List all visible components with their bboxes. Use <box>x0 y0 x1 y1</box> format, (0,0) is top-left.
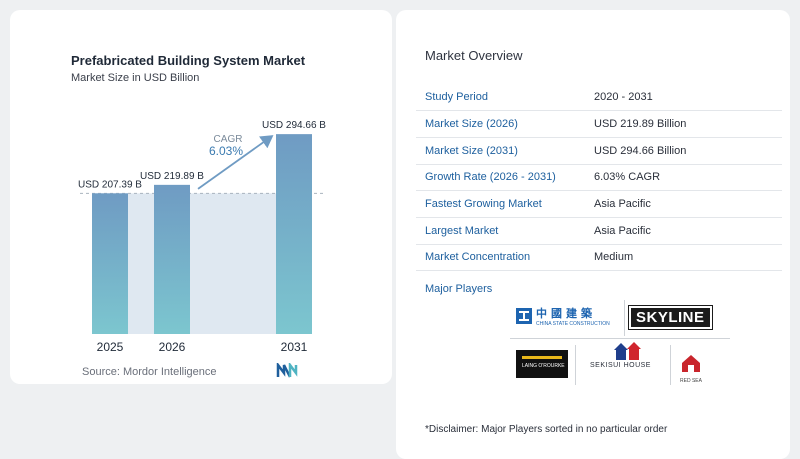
laing-orourke-logo: LAING O'ROURKE <box>516 350 568 378</box>
cagr-label: CAGR <box>214 134 243 145</box>
row-value: Asia Pacific <box>586 190 782 218</box>
row-key: Market Size (2026) <box>416 110 586 138</box>
row-value: Asia Pacific <box>586 217 782 245</box>
bar-chart: USD 207.39 B 2025 USD 219.89 B 2026 USD 294.… <box>78 120 326 354</box>
laing-label: LAING O'ROURKE <box>522 363 565 369</box>
table-row: Fastest Growing Market Asia Pacific <box>416 190 782 218</box>
source-note: Source: Mordor Intelligence <box>82 366 217 378</box>
major-players-title: Major Players <box>425 283 493 295</box>
table-row: Market Size (2026) USD 219.89 Billion <box>416 110 782 138</box>
table-row: Market Size (2031) USD 294.66 Billion <box>416 137 782 165</box>
value-label: USD 219.89 B <box>140 171 204 182</box>
laing-bar-icon <box>522 356 562 359</box>
cscec-label: CHINA STATE CONSTRUCTION <box>536 321 610 327</box>
table-row: Market Concentration Medium <box>416 244 782 272</box>
chart-title: Prefabricated Building System Market <box>71 53 306 68</box>
cscec-emblem-icon <box>516 308 532 324</box>
overview-table: Study Period 2020 - 2031 Market Size (20… <box>416 84 782 272</box>
red-sea-icon <box>682 355 700 372</box>
table-row: Largest Market Asia Pacific <box>416 217 782 245</box>
cagr-value: 6.03% <box>209 144 243 158</box>
value-label: USD 207.39 B <box>78 179 142 190</box>
mordor-logo <box>276 363 298 378</box>
row-key: Largest Market <box>416 217 586 245</box>
red-sea-label: RED SEA <box>680 378 702 384</box>
cscec-chinese-name: 中國建築 <box>536 308 596 320</box>
bar-2031 <box>276 134 312 334</box>
table-row: Study Period 2020 - 2031 <box>416 84 782 112</box>
market-overview-title: Market Overview <box>425 48 523 63</box>
logo-divider <box>575 345 576 385</box>
x-tick-label: 2031 <box>281 340 308 354</box>
row-value: 2020 - 2031 <box>586 84 782 112</box>
row-key: Fastest Growing Market <box>416 190 586 218</box>
logo-divider <box>510 338 730 339</box>
row-key: Market Size (2031) <box>416 137 586 165</box>
bar-2026 <box>154 184 190 334</box>
x-tick-label: 2025 <box>97 340 124 354</box>
row-value: USD 219.89 Billion <box>586 110 782 138</box>
value-label: USD 294.66 B <box>262 120 326 131</box>
disclaimer: *Disclaimer: Major Players sorted in no … <box>425 424 668 435</box>
skyline-label: SKYLINE <box>628 305 713 330</box>
skyline-logo: SKYLINE <box>628 305 713 330</box>
sekisui-house-logo: SEKISUI HOUSE <box>590 342 654 369</box>
cscec-logo: 中國建築 CHINA STATE CONSTRUCTION <box>516 305 610 327</box>
row-key: Growth Rate (2026 - 2031) <box>416 164 586 192</box>
row-key: Study Period <box>416 84 586 112</box>
sekisui-house-icon <box>614 342 641 360</box>
chart-subtitle: Market Size in USD Billion <box>71 72 200 84</box>
reference-shade <box>92 193 312 334</box>
row-key: Market Concentration <box>416 244 586 272</box>
bar-2025 <box>92 193 128 334</box>
cagr-arrow <box>197 135 274 190</box>
sekisui-label: SEKISUI HOUSE <box>590 362 651 369</box>
row-value: USD 294.66 Billion <box>586 137 782 165</box>
x-tick-label: 2026 <box>159 340 186 354</box>
logo-divider <box>670 345 671 385</box>
red-sea-logo: RED SEA <box>680 353 702 384</box>
row-value: 6.03% CAGR <box>586 164 782 192</box>
row-value: Medium <box>586 244 782 272</box>
table-row: Growth Rate (2026 - 2031) 6.03% CAGR <box>416 164 782 192</box>
logo-divider <box>624 300 625 336</box>
